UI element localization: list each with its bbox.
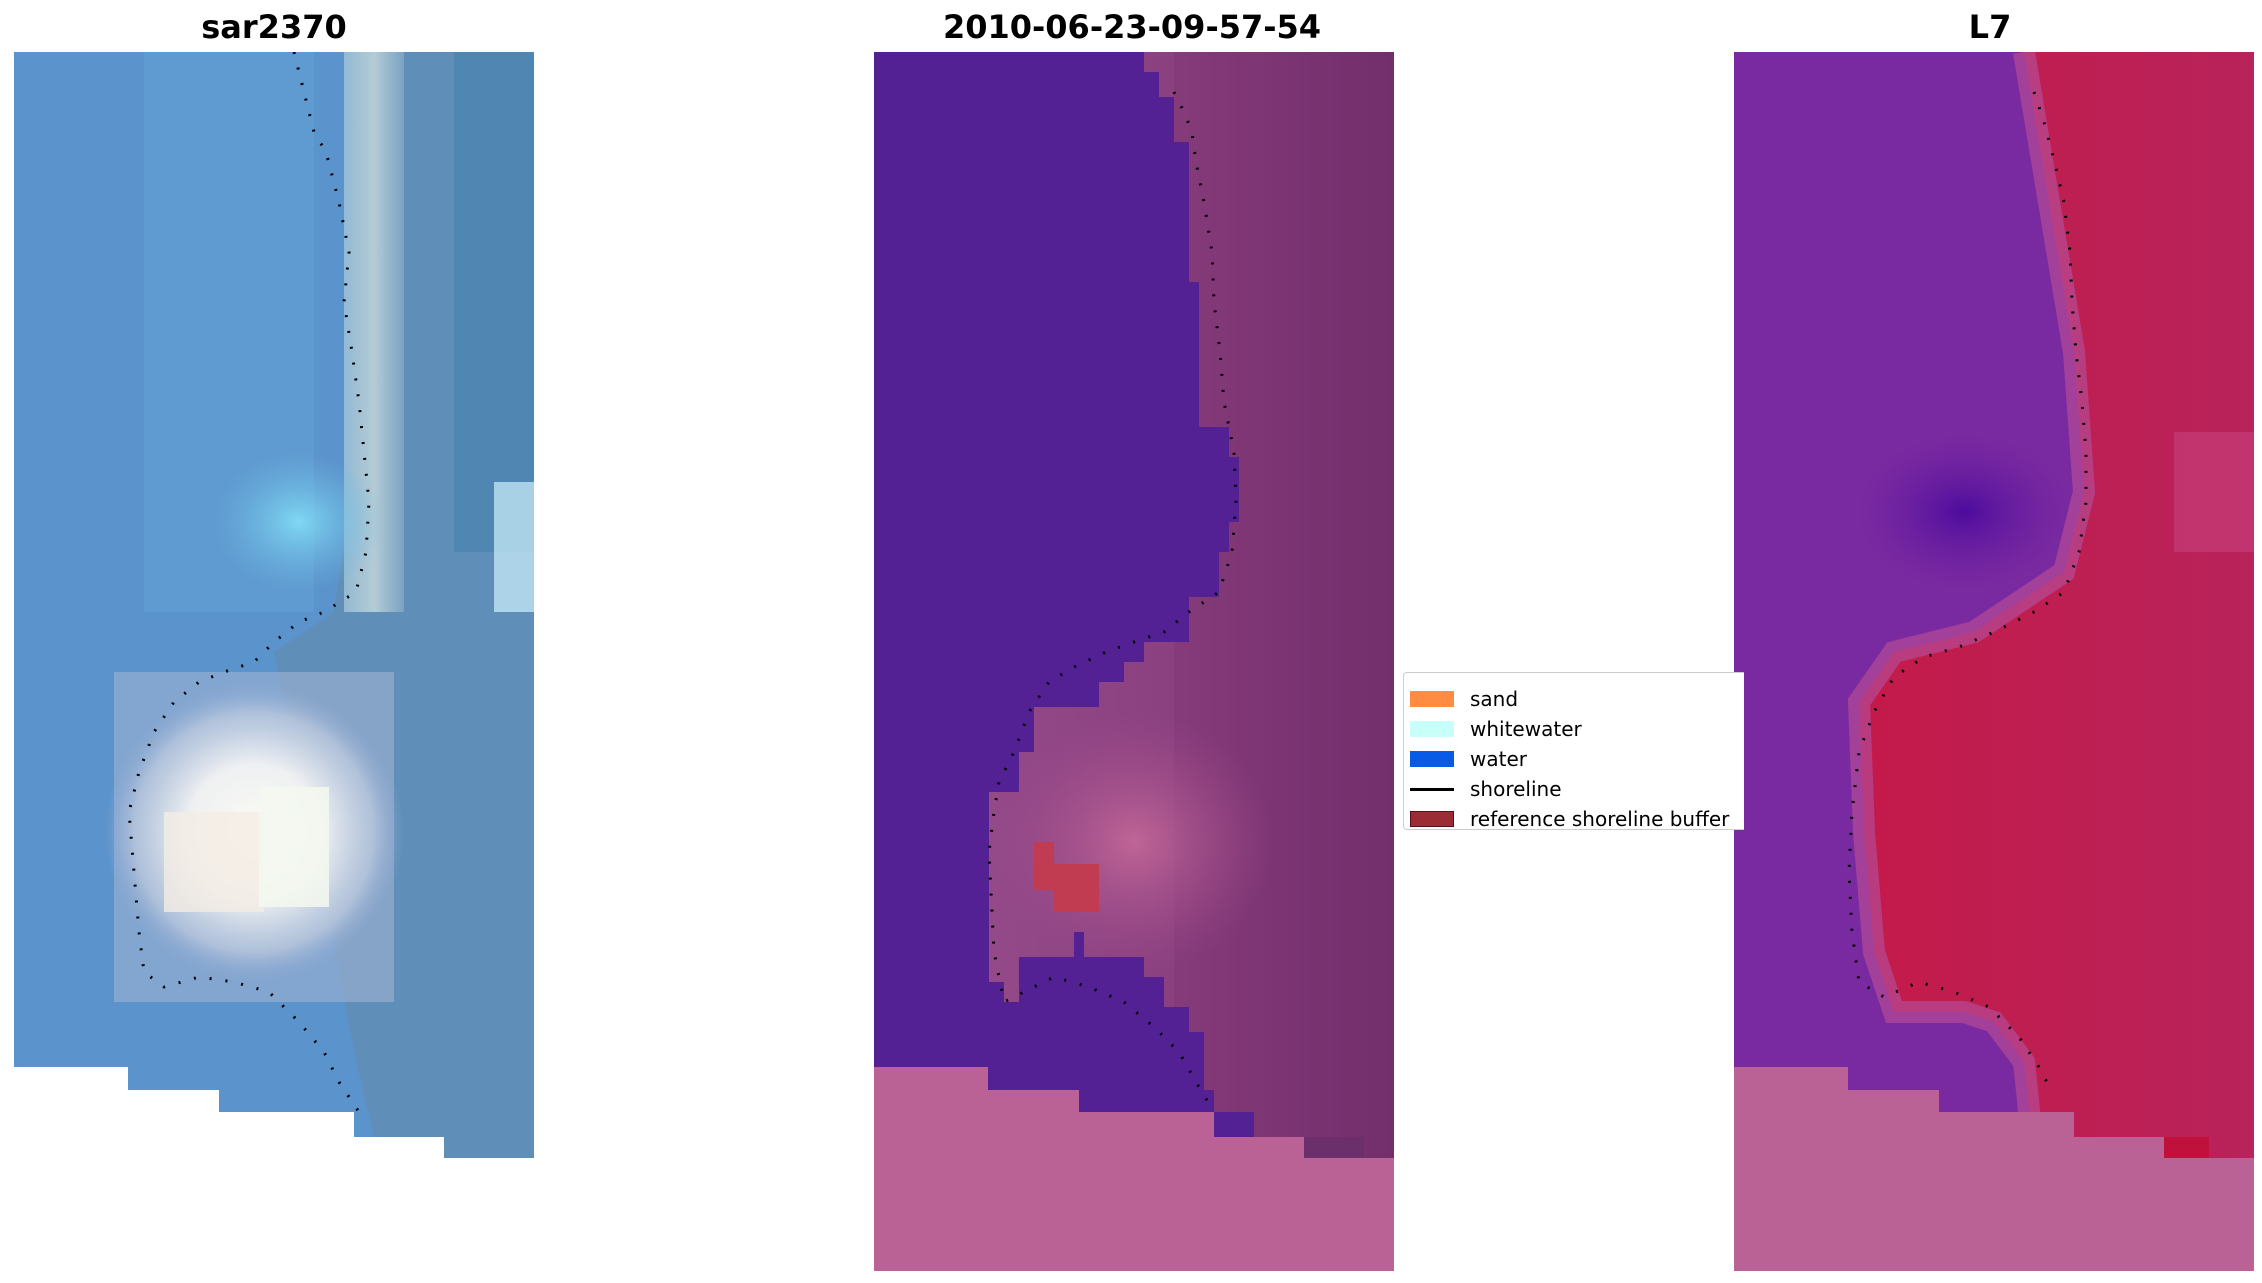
rgb-image-panel	[14, 52, 534, 1158]
panel-title-classified: 2010-06-23-09-57-54	[942, 8, 1322, 46]
buffer-swatch-icon	[1410, 811, 1454, 827]
index-image	[1734, 52, 2254, 1271]
legend-item-whitewater: whitewater	[1410, 716, 1582, 742]
legend: sand whitewater water shoreline referenc…	[1403, 672, 1744, 830]
panel-title-rgb: sar2370	[201, 8, 347, 46]
rgb-image	[14, 52, 534, 1158]
legend-label: water	[1470, 747, 1527, 771]
legend-label: reference shoreline buffer	[1470, 807, 1730, 830]
whitewater-swatch-icon	[1410, 721, 1454, 737]
water-swatch-icon	[1410, 751, 1454, 767]
classified-image-panel	[874, 52, 1394, 1271]
legend-label: shoreline	[1470, 777, 1562, 801]
index-image-panel	[1734, 52, 2254, 1271]
legend-item-reference-buffer: reference shoreline buffer	[1410, 806, 1730, 830]
legend-item-sand: sand	[1410, 686, 1518, 712]
sand-swatch-icon	[1410, 691, 1454, 707]
classified-image	[874, 52, 1394, 1271]
panel-title-mndwi: L7	[1968, 8, 2012, 46]
legend-label: sand	[1470, 687, 1519, 711]
legend-label: whitewater	[1470, 717, 1582, 741]
legend-item-shoreline: shoreline	[1410, 776, 1562, 802]
shoreline-line-icon	[1410, 787, 1454, 791]
legend-item-water: water	[1410, 746, 1527, 772]
